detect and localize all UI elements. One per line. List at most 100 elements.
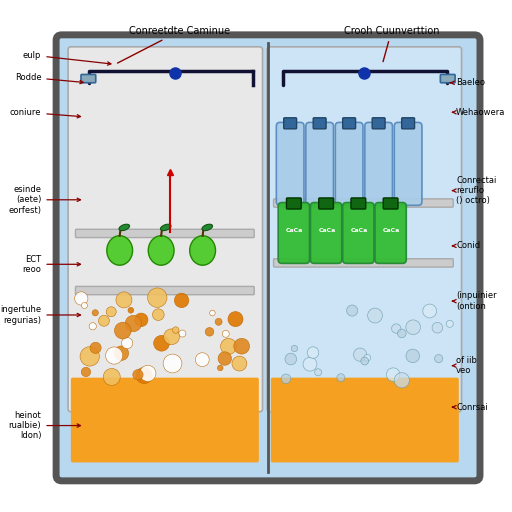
Circle shape (354, 348, 367, 361)
Text: Baeleo: Baeleo (451, 78, 485, 87)
Circle shape (364, 354, 371, 361)
Text: Wehaowera: Wehaowera (453, 108, 505, 117)
Ellipse shape (107, 236, 133, 265)
Circle shape (397, 329, 406, 338)
Circle shape (125, 315, 141, 332)
FancyBboxPatch shape (276, 122, 304, 205)
Circle shape (89, 323, 96, 330)
Circle shape (196, 353, 209, 367)
Circle shape (361, 357, 369, 365)
Circle shape (205, 328, 214, 336)
Circle shape (446, 321, 453, 327)
Circle shape (222, 330, 229, 337)
Ellipse shape (190, 236, 216, 265)
Ellipse shape (160, 224, 171, 230)
Circle shape (232, 356, 247, 371)
FancyBboxPatch shape (440, 74, 455, 83)
Circle shape (81, 303, 88, 309)
Circle shape (406, 320, 420, 334)
FancyBboxPatch shape (81, 74, 96, 83)
FancyBboxPatch shape (71, 378, 259, 462)
FancyBboxPatch shape (383, 198, 398, 209)
Circle shape (285, 353, 296, 365)
FancyBboxPatch shape (351, 198, 366, 209)
Circle shape (105, 347, 123, 364)
Circle shape (394, 373, 410, 388)
Circle shape (221, 338, 237, 354)
FancyBboxPatch shape (267, 47, 461, 412)
Circle shape (163, 354, 182, 373)
Circle shape (164, 329, 180, 345)
Circle shape (116, 292, 132, 308)
Text: coniure: coniure (10, 108, 80, 118)
FancyBboxPatch shape (284, 118, 296, 129)
Circle shape (218, 365, 223, 371)
Circle shape (114, 346, 129, 360)
Text: CaCa: CaCa (383, 228, 400, 232)
Circle shape (291, 346, 297, 352)
FancyBboxPatch shape (278, 203, 310, 263)
FancyBboxPatch shape (335, 122, 363, 205)
Text: heinot
rualbie)
ldon): heinot rualbie) ldon) (9, 411, 80, 440)
Text: Conrsai: Conrsai (453, 402, 488, 412)
Text: CaCa: CaCa (351, 228, 368, 232)
FancyBboxPatch shape (271, 378, 459, 462)
Circle shape (103, 369, 120, 386)
Circle shape (115, 322, 131, 339)
Circle shape (147, 288, 167, 307)
Text: ingertuhe
regurias): ingertuhe regurias) (0, 305, 80, 325)
FancyBboxPatch shape (75, 286, 254, 295)
FancyBboxPatch shape (75, 229, 254, 238)
Circle shape (179, 330, 186, 337)
Ellipse shape (119, 224, 130, 230)
FancyBboxPatch shape (273, 259, 453, 267)
Circle shape (432, 323, 443, 333)
Circle shape (234, 338, 249, 354)
FancyBboxPatch shape (394, 122, 422, 205)
FancyBboxPatch shape (372, 118, 385, 129)
Circle shape (154, 335, 169, 351)
Text: Conreetdte Caminue: Conreetdte Caminue (118, 26, 230, 63)
FancyBboxPatch shape (343, 118, 356, 129)
Circle shape (406, 349, 419, 362)
FancyBboxPatch shape (56, 35, 480, 481)
Circle shape (92, 310, 98, 316)
FancyBboxPatch shape (287, 198, 301, 209)
Circle shape (209, 310, 215, 316)
Text: Crooh Cuunverttion: Crooh Cuunverttion (344, 26, 439, 61)
FancyBboxPatch shape (365, 122, 392, 205)
Circle shape (215, 318, 222, 325)
Circle shape (121, 337, 133, 349)
Ellipse shape (202, 224, 212, 230)
Circle shape (315, 369, 322, 376)
Circle shape (218, 352, 231, 365)
Ellipse shape (148, 236, 174, 265)
Circle shape (347, 305, 358, 316)
FancyBboxPatch shape (401, 118, 415, 129)
Text: Rodde: Rodde (15, 73, 83, 84)
Circle shape (81, 367, 91, 377)
Text: Conid: Conid (453, 241, 480, 250)
Text: of iib
veo: of iib veo (453, 356, 477, 375)
Circle shape (303, 357, 317, 371)
Circle shape (173, 327, 179, 333)
Circle shape (153, 309, 164, 321)
Text: esinde
(aete)
eorfest): esinde (aete) eorfest) (8, 185, 80, 215)
Circle shape (135, 313, 148, 327)
FancyBboxPatch shape (319, 198, 333, 209)
Circle shape (392, 324, 401, 333)
FancyBboxPatch shape (375, 203, 406, 263)
Text: Conrectai
reruflo
() octro): Conrectai reruflo () octro) (453, 176, 497, 205)
Circle shape (281, 374, 291, 383)
Circle shape (136, 367, 153, 383)
Circle shape (387, 368, 400, 381)
Circle shape (423, 304, 437, 318)
Text: ECT
reoo: ECT reoo (23, 254, 80, 274)
Circle shape (75, 292, 88, 305)
Circle shape (368, 308, 382, 323)
FancyBboxPatch shape (68, 47, 263, 412)
Text: CaCa: CaCa (286, 228, 304, 232)
FancyBboxPatch shape (343, 203, 374, 263)
Circle shape (228, 312, 243, 327)
Circle shape (133, 370, 143, 380)
